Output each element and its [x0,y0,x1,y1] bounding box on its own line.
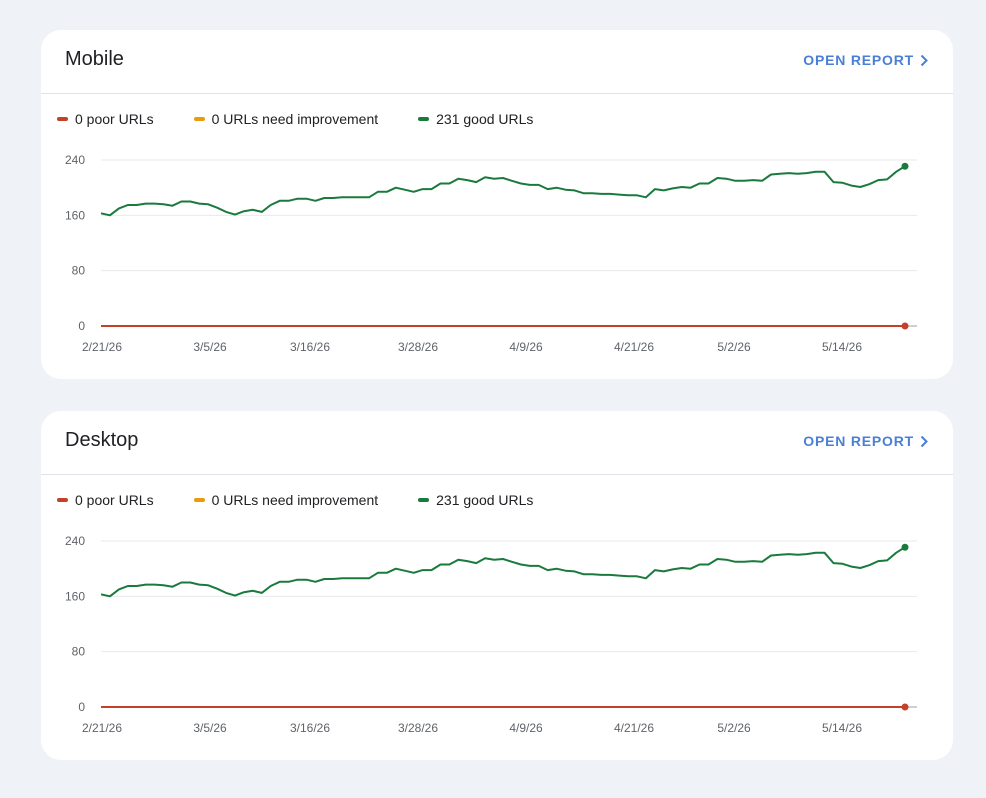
x-tick-label: 4/9/26 [509,721,543,735]
x-tick-label: 3/16/26 [290,340,330,354]
y-tick-label: 240 [65,153,85,167]
x-tick-label: 2/21/26 [82,340,122,354]
legend-label: 231 good URLs [436,492,534,508]
x-tick-label: 3/5/26 [193,340,227,354]
legend-swatch [418,498,430,502]
legend-item-needs-improvement[interactable]: 0 URLs need improvement [193,111,379,127]
legend-item-good[interactable]: 231 good URLs [418,111,533,127]
x-tick-label: 5/2/26 [717,340,751,354]
x-tick-label: 5/2/26 [717,721,751,735]
x-tick-label: 3/16/26 [290,721,330,735]
legend-swatch [193,498,205,502]
series-line-good [100,165,906,217]
open-report-label: OPEN REPORT [803,433,914,449]
y-tick-label: 80 [72,264,86,278]
card-title: Desktop [65,429,139,451]
mobile-card: Mobile OPEN REPORT 0 poor URLs 0 URLs ne… [41,30,953,379]
legend-label: 231 good URLs [436,111,534,127]
y-tick-label: 240 [65,534,85,548]
x-tick-label: 3/5/26 [193,721,227,735]
open-report-button[interactable]: OPEN REPORT [803,433,929,449]
open-report-button[interactable]: OPEN REPORT [803,52,929,68]
x-tick-label: 4/9/26 [509,340,543,354]
y-tick-label: 0 [78,319,85,333]
legend-label: 0 poor URLs [75,492,154,508]
x-tick-label: 4/21/26 [614,721,654,735]
legend-swatch [57,498,68,502]
legend-item-good[interactable]: 231 good URLs [418,492,533,508]
legend-label: 0 poor URLs [75,111,154,127]
legend-swatch [193,117,205,121]
series-endpoint-good [901,162,909,170]
x-tick-label: 4/21/26 [614,340,654,354]
chevron-right-icon [920,54,928,66]
legend-swatch [57,117,68,121]
card-header: Mobile OPEN REPORT [41,30,953,94]
chart-legend: 0 poor URLs 0 URLs need improvement 231 … [57,490,573,510]
y-tick-label: 160 [65,208,85,222]
open-report-label: OPEN REPORT [803,52,914,68]
legend-swatch [418,117,430,121]
series-endpoint-poor [901,703,909,711]
legend-label: 0 URLs need improvement [211,492,379,508]
x-tick-label: 5/14/26 [822,340,862,354]
card-header: Desktop OPEN REPORT [41,411,953,475]
x-tick-label: 3/28/26 [398,721,438,735]
series-endpoint-poor [901,322,909,330]
legend-label: 0 URLs need improvement [211,111,379,127]
x-tick-label: 2/21/26 [82,721,122,735]
series-line-good [100,546,906,598]
y-tick-label: 80 [72,645,86,659]
y-tick-label: 160 [65,589,85,603]
x-tick-label: 3/28/26 [398,340,438,354]
legend-item-poor[interactable]: 0 poor URLs [57,492,154,508]
card-title: Mobile [65,48,124,70]
desktop-chart: 0 80 160 240 2/21/26 3/5/26 3/16/26 3/28/26 4/9/… [65,534,917,735]
chevron-right-icon [920,435,928,447]
x-tick-label: 5/14/26 [822,721,862,735]
legend-item-poor[interactable]: 0 poor URLs [57,111,154,127]
mobile-chart: 0 80 160 240 2/21/26 3/5/26 3/16/26 3/28/26 4/9/… [65,153,917,354]
y-tick-label: 0 [78,700,85,714]
legend-item-needs-improvement[interactable]: 0 URLs need improvement [193,492,379,508]
series-endpoint-good [901,543,909,551]
chart-legend: 0 poor URLs 0 URLs need improvement 231 … [57,109,573,129]
desktop-card: Desktop OPEN REPORT 0 poor URLs 0 URLs n… [41,411,953,760]
